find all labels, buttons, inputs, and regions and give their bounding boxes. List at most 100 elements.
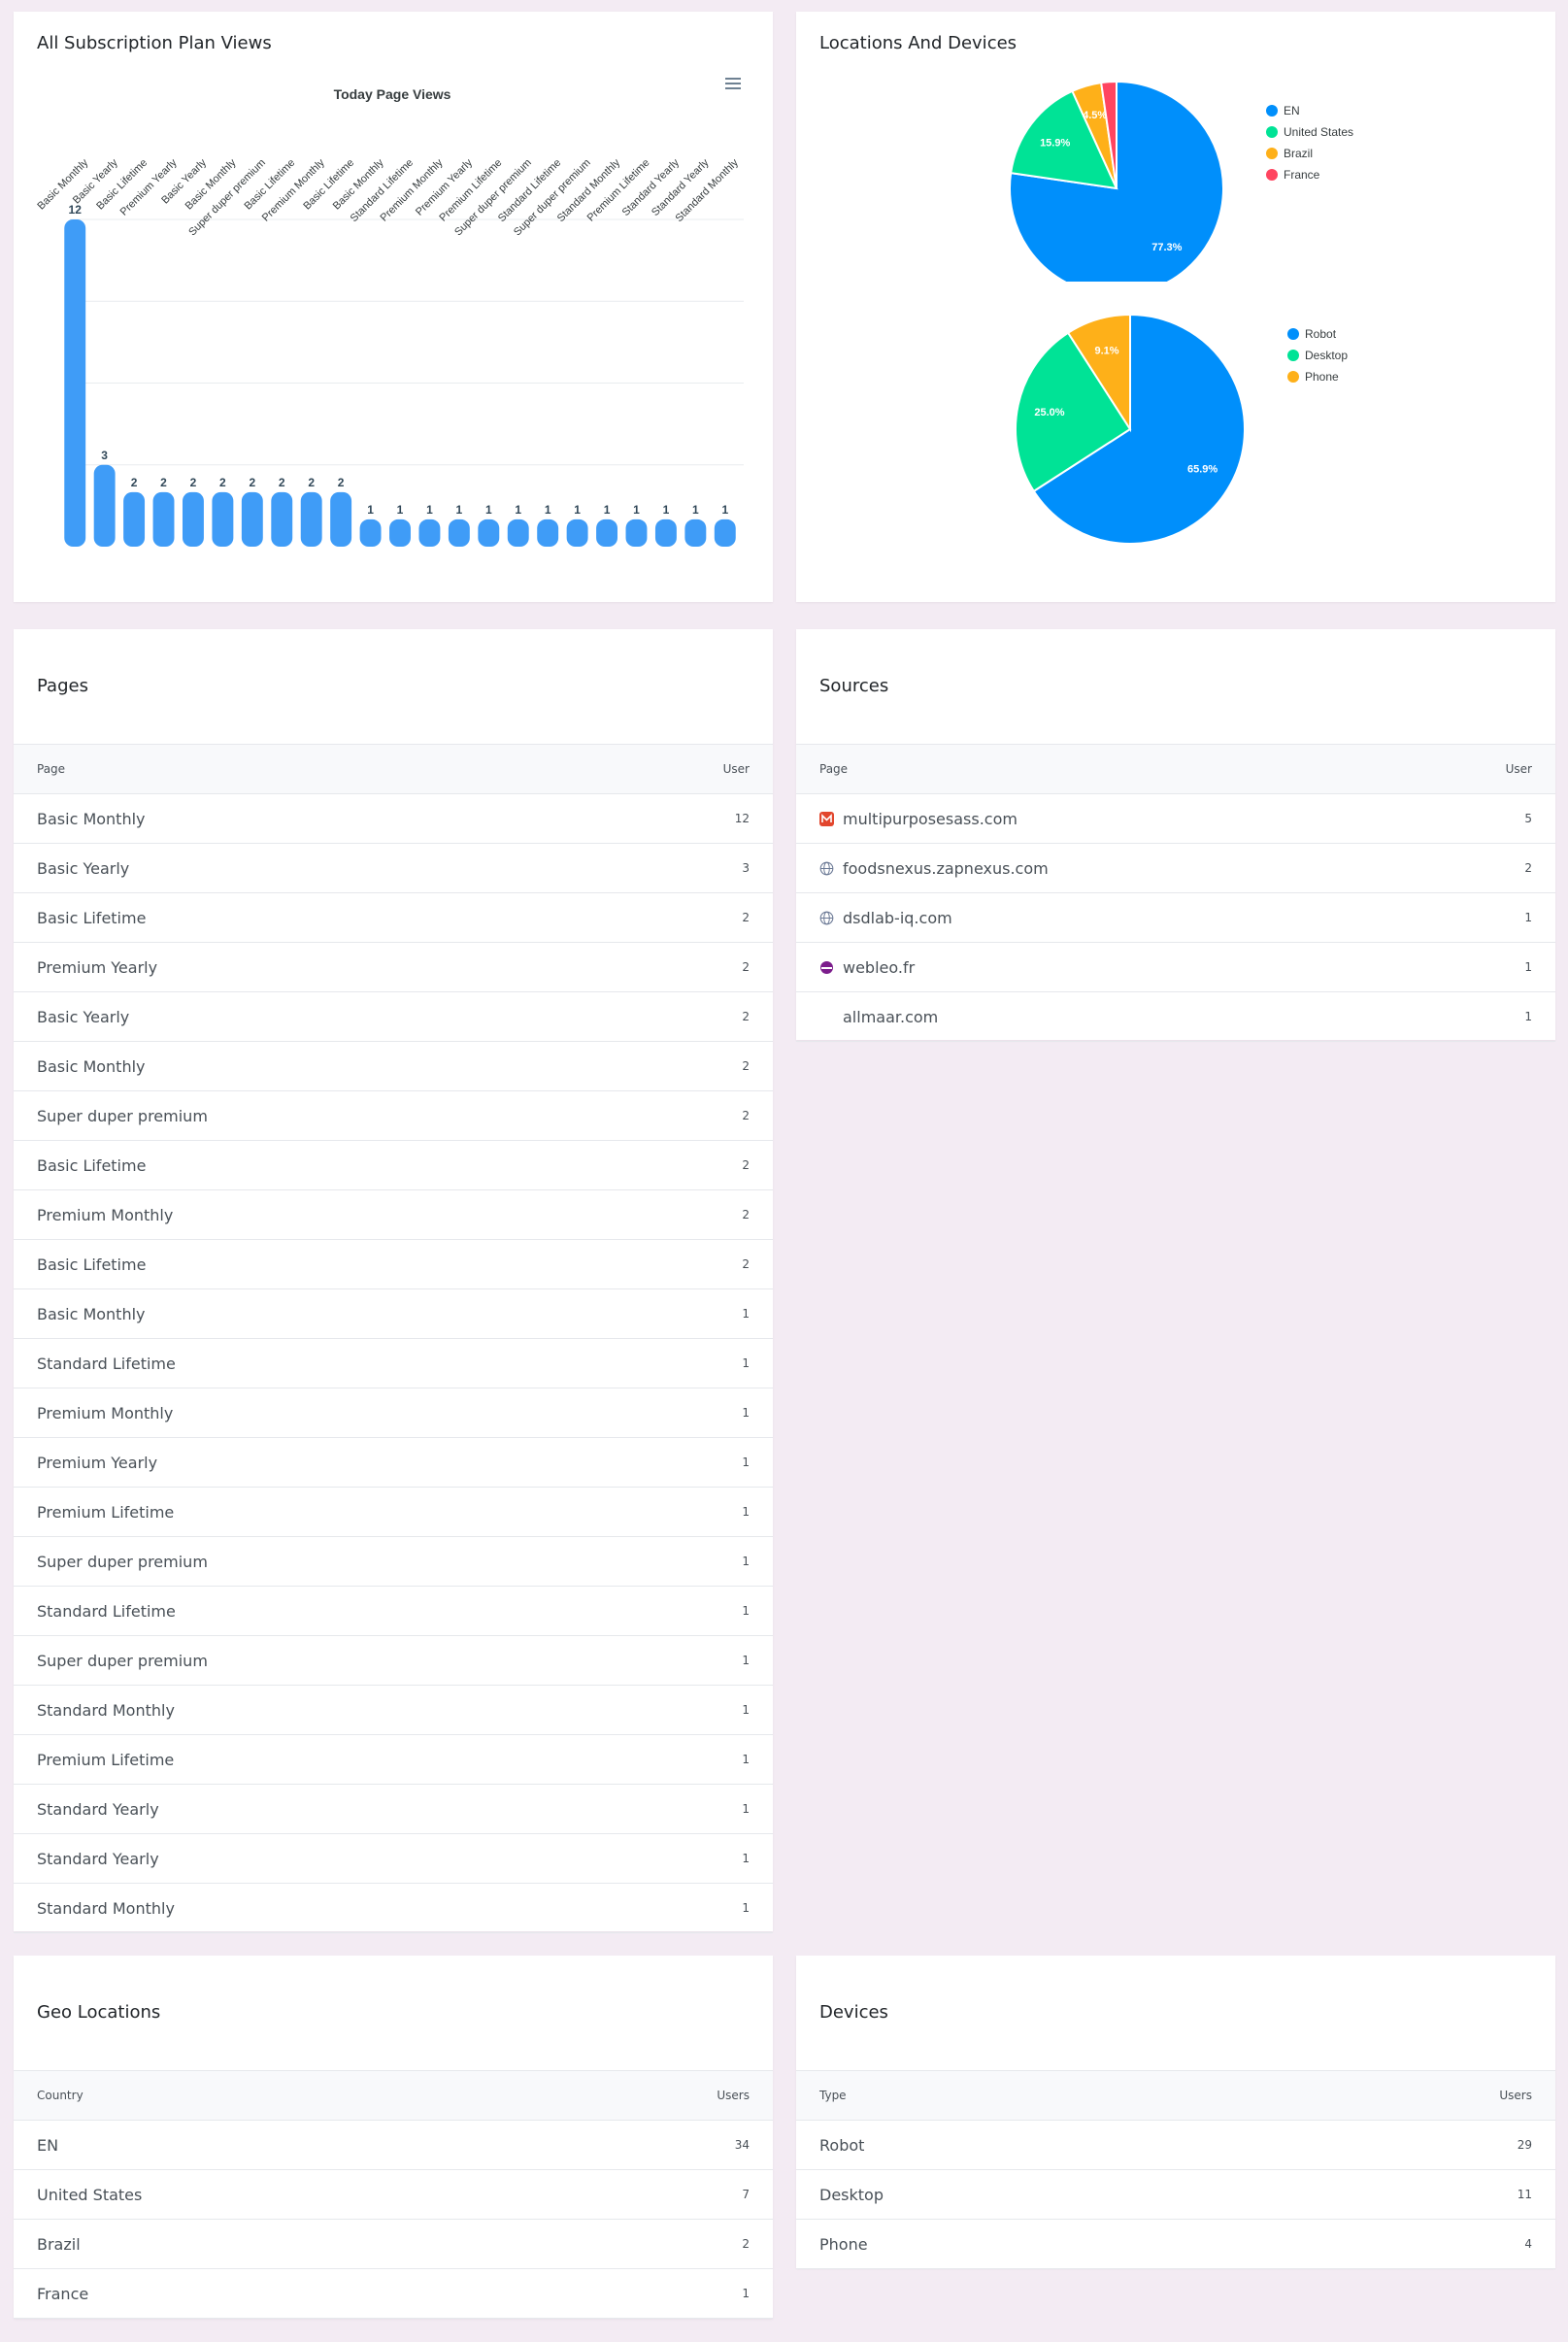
row-name: dsdlab-iq.com [843,908,952,927]
legend-label[interactable]: Phone [1305,370,1339,384]
row-name: Basic Lifetime [37,1255,147,1274]
sources-card: Sources Page User multipurposesass.com 5 f… [796,629,1555,1042]
bar[interactable] [478,519,500,547]
bar[interactable] [684,519,707,547]
table-header: Page User [14,744,773,794]
row-label: Desktop [819,2186,884,2204]
legend-marker[interactable] [1287,371,1299,383]
bar[interactable] [212,491,234,547]
legend-marker[interactable] [1287,350,1299,361]
table-row[interactable]: multipurposesass.com 5 [796,794,1555,844]
pie-data-label: 9.1% [1095,345,1119,356]
hamburger-menu-icon[interactable] [725,78,741,89]
bar[interactable] [241,491,263,547]
table-row[interactable]: Standard Lifetime 1 [14,1587,773,1636]
row-name: United States [37,2185,143,2204]
row-name: Standard Yearly [37,1799,159,1819]
bar[interactable] [300,491,322,547]
table-row[interactable]: Robot 29 [796,2121,1555,2170]
bar[interactable] [389,519,411,547]
bar[interactable] [625,519,648,547]
chart-title: Today Page Views [334,86,451,102]
bar[interactable] [418,519,441,547]
table-row[interactable]: Desktop 11 [796,2170,1555,2220]
bar[interactable] [507,519,529,547]
pie-slice[interactable] [1100,80,1118,189]
table-row[interactable]: Premium Lifetime 1 [14,1735,773,1785]
table-row[interactable]: France 1 [14,2269,773,2319]
bar[interactable] [654,519,677,547]
table-row[interactable]: United States 7 [14,2170,773,2220]
table-row[interactable]: Basic Lifetime 2 [14,1240,773,1289]
table-row[interactable]: Standard Yearly 1 [14,1834,773,1884]
table-row[interactable]: Basic Monthly 12 [14,794,773,844]
bar[interactable] [271,491,293,547]
pie-data-label: 25.0% [1034,407,1064,418]
card-title: All Subscription Plan Views [37,33,272,53]
table-row[interactable]: Super duper premium 1 [14,1537,773,1587]
table-row[interactable]: Basic Yearly 3 [14,844,773,893]
legend-label[interactable]: Robot [1305,327,1337,341]
legend-marker[interactable] [1266,169,1278,181]
bar[interactable] [714,519,736,547]
bar[interactable] [330,491,352,547]
row-value: 1 [1524,960,1532,974]
table-row[interactable]: foodsnexus.zapnexus.com 2 [796,844,1555,893]
table-row[interactable]: Brazil 2 [14,2220,773,2269]
pie-slice[interactable] [1032,313,1246,545]
table-row[interactable]: Basic Monthly 1 [14,1289,773,1339]
table-row[interactable]: Basic Yearly 2 [14,992,773,1042]
bar[interactable] [183,491,204,547]
legend-marker[interactable] [1266,126,1278,138]
row-label: Premium Yearly [37,1454,157,1472]
legend-label[interactable]: France [1284,168,1320,182]
pie-slice[interactable] [1015,331,1132,493]
pie-slice[interactable] [1010,89,1118,190]
pie-data-label: 15.9% [1040,137,1070,149]
legend-marker[interactable] [1287,328,1299,340]
bar[interactable] [359,519,382,547]
row-name: Desktop [819,2185,884,2204]
table-row[interactable]: allmaar.com 1 [796,992,1555,1042]
table-row[interactable]: Standard Monthly 1 [14,1686,773,1735]
bar[interactable] [566,519,588,547]
legend-marker[interactable] [1266,148,1278,159]
bar[interactable] [596,519,617,547]
column-header-page: Page [37,762,66,776]
bar[interactable] [93,464,116,547]
row-label: multipurposesass.com [819,810,1018,828]
row-name: multipurposesass.com [843,809,1018,828]
table-row[interactable]: Standard Lifetime 1 [14,1339,773,1388]
bar[interactable] [123,491,146,547]
legend-label[interactable]: Desktop [1305,349,1348,362]
table-row[interactable]: dsdlab-iq.com 1 [796,893,1555,943]
table-row[interactable]: Super duper premium 1 [14,1636,773,1686]
table-row[interactable]: Super duper premium 2 [14,1091,773,1141]
table-row[interactable]: Basic Lifetime 2 [14,1141,773,1190]
table-row[interactable]: Premium Lifetime 1 [14,1488,773,1537]
table-row[interactable]: Premium Monthly 1 [14,1388,773,1438]
legend-label[interactable]: Brazil [1284,147,1313,160]
row-label: webleo.fr [819,958,915,977]
bar[interactable] [537,519,559,547]
table-row[interactable]: Premium Yearly 2 [14,943,773,992]
bar-data-label: 2 [131,476,138,489]
legend-marker[interactable] [1266,105,1278,117]
table-row[interactable]: EN 34 [14,2121,773,2170]
legend-label[interactable]: United States [1284,125,1353,139]
table-row[interactable]: Premium Yearly 1 [14,1438,773,1488]
table-row[interactable]: Basic Monthly 2 [14,1042,773,1091]
pie-slice[interactable] [1066,313,1131,433]
bar[interactable] [152,491,175,547]
table-row[interactable]: webleo.fr 1 [796,943,1555,992]
table-row[interactable]: Premium Monthly 2 [14,1190,773,1240]
table-row[interactable]: Standard Monthly 1 [14,1884,773,1933]
column-header-user: User [722,762,750,776]
table-row[interactable]: Basic Lifetime 2 [14,893,773,943]
bar-data-label: 1 [721,503,728,517]
bar[interactable] [448,519,470,547]
bar[interactable] [64,219,86,547]
table-row[interactable]: Phone 4 [796,2220,1555,2269]
table-row[interactable]: Standard Yearly 1 [14,1785,773,1834]
legend-label[interactable]: EN [1284,104,1300,117]
